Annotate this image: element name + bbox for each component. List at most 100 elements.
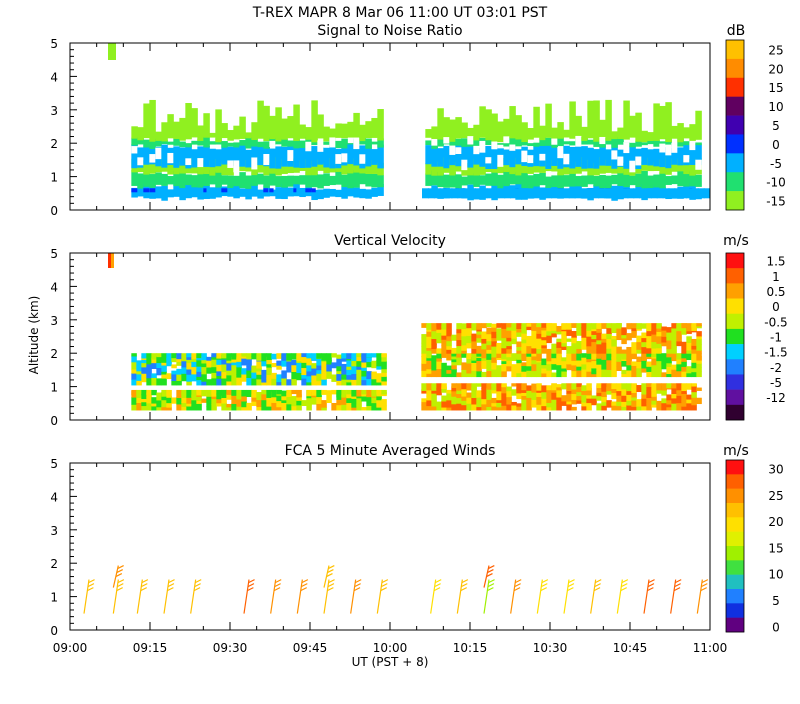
snr-cell — [437, 161, 444, 176]
snr-cell — [203, 160, 210, 175]
vv-cell — [351, 389, 357, 397]
snr-gap-cell — [335, 154, 342, 164]
vv-cell — [181, 366, 187, 374]
panel1-units: dB — [727, 23, 746, 39]
vv-cell — [161, 406, 167, 411]
vv-cell — [561, 335, 567, 344]
vv-cell — [431, 405, 437, 411]
snr-cell — [425, 140, 432, 146]
vv-cell — [356, 397, 362, 406]
vv-cell — [581, 353, 587, 358]
vv-cell — [301, 400, 307, 407]
vv-cell — [516, 350, 522, 354]
vv-cell — [186, 389, 192, 398]
vv-cell — [681, 366, 687, 372]
vv-cell — [141, 353, 147, 359]
vv-cell — [466, 383, 472, 391]
vv-cell — [346, 369, 352, 376]
vv-cell — [686, 342, 692, 351]
vv-cell — [176, 353, 182, 360]
vv-cell — [601, 391, 607, 398]
vv-cell — [606, 333, 612, 340]
vv-cell — [581, 394, 587, 403]
x-tick-label: 09:00 — [53, 641, 88, 655]
vv-cell — [691, 345, 697, 350]
vv-cell — [451, 403, 457, 411]
vv-cell — [321, 379, 327, 386]
snr-cell — [485, 109, 492, 141]
vv-cell — [421, 383, 427, 391]
vv-cell — [481, 403, 487, 411]
colorbar-segment — [726, 283, 744, 299]
vv-cell — [471, 392, 477, 399]
vv-cell — [501, 323, 507, 329]
snr-cell — [203, 172, 210, 186]
colorbar-segment — [726, 77, 744, 97]
vv-cell — [426, 323, 432, 330]
snr-cell — [377, 175, 384, 188]
vv-cell — [496, 383, 502, 392]
vv-cell — [591, 341, 597, 348]
vv-cell — [651, 358, 657, 366]
vv-cell — [581, 337, 587, 346]
vv-cell — [161, 365, 167, 372]
colorbar-segment — [726, 389, 744, 406]
vv-cell — [201, 389, 207, 397]
vv-cell — [476, 383, 482, 387]
vv-cell — [601, 383, 607, 390]
snr-cell — [173, 183, 180, 197]
vv-cell — [161, 371, 167, 375]
vv-cell — [471, 340, 477, 350]
vv-cell — [621, 373, 627, 378]
snr-cell — [305, 171, 312, 188]
vv-cell — [141, 373, 147, 379]
vv-cell — [441, 326, 447, 330]
snr-cell — [703, 188, 710, 199]
vv-cell — [326, 360, 332, 365]
vv-cell — [476, 353, 482, 357]
vv-cell — [136, 360, 142, 368]
vv-cell — [571, 353, 577, 361]
vv-cell — [671, 364, 677, 370]
snr-cell — [209, 132, 216, 138]
vv-cell — [681, 393, 687, 402]
vv-cell — [171, 353, 177, 359]
vv-cell — [596, 403, 602, 411]
snr-cell — [185, 174, 192, 186]
vv-cell — [556, 341, 562, 348]
snr-cell — [185, 103, 192, 140]
vv-cell — [426, 343, 432, 349]
snr-cell — [668, 188, 676, 199]
vv-cell — [631, 396, 637, 401]
colorbar-segment — [726, 115, 744, 135]
vv-cell — [491, 397, 497, 404]
vv-cell — [241, 353, 247, 357]
vv-cell — [531, 370, 537, 378]
vv-cell — [261, 376, 267, 383]
vv-cell — [491, 331, 497, 335]
vv-cell — [451, 361, 457, 366]
vv-cell — [476, 360, 482, 365]
vv-cell — [306, 404, 312, 411]
vv-cell — [346, 397, 352, 404]
vv-cell — [521, 323, 527, 330]
snr-cell — [533, 106, 540, 138]
snr-cell — [659, 149, 666, 168]
vv-cell — [146, 396, 152, 404]
vv-cell — [211, 359, 217, 365]
snr-cell — [568, 188, 576, 199]
colorbar-frame — [725, 252, 745, 421]
snr-cell — [311, 100, 318, 143]
vv-cell — [361, 389, 367, 395]
colorbar-label: -12 — [766, 391, 786, 405]
vv-cell — [356, 389, 362, 397]
vv-cell — [526, 339, 532, 347]
vv-cell — [601, 405, 607, 411]
vv-cell — [161, 389, 167, 397]
vv-cell — [286, 396, 292, 405]
vv-cell — [641, 383, 647, 388]
snr-cell — [269, 172, 276, 186]
snr-cell — [143, 160, 150, 175]
snr-cell — [341, 156, 348, 175]
snr-cell — [161, 122, 168, 142]
